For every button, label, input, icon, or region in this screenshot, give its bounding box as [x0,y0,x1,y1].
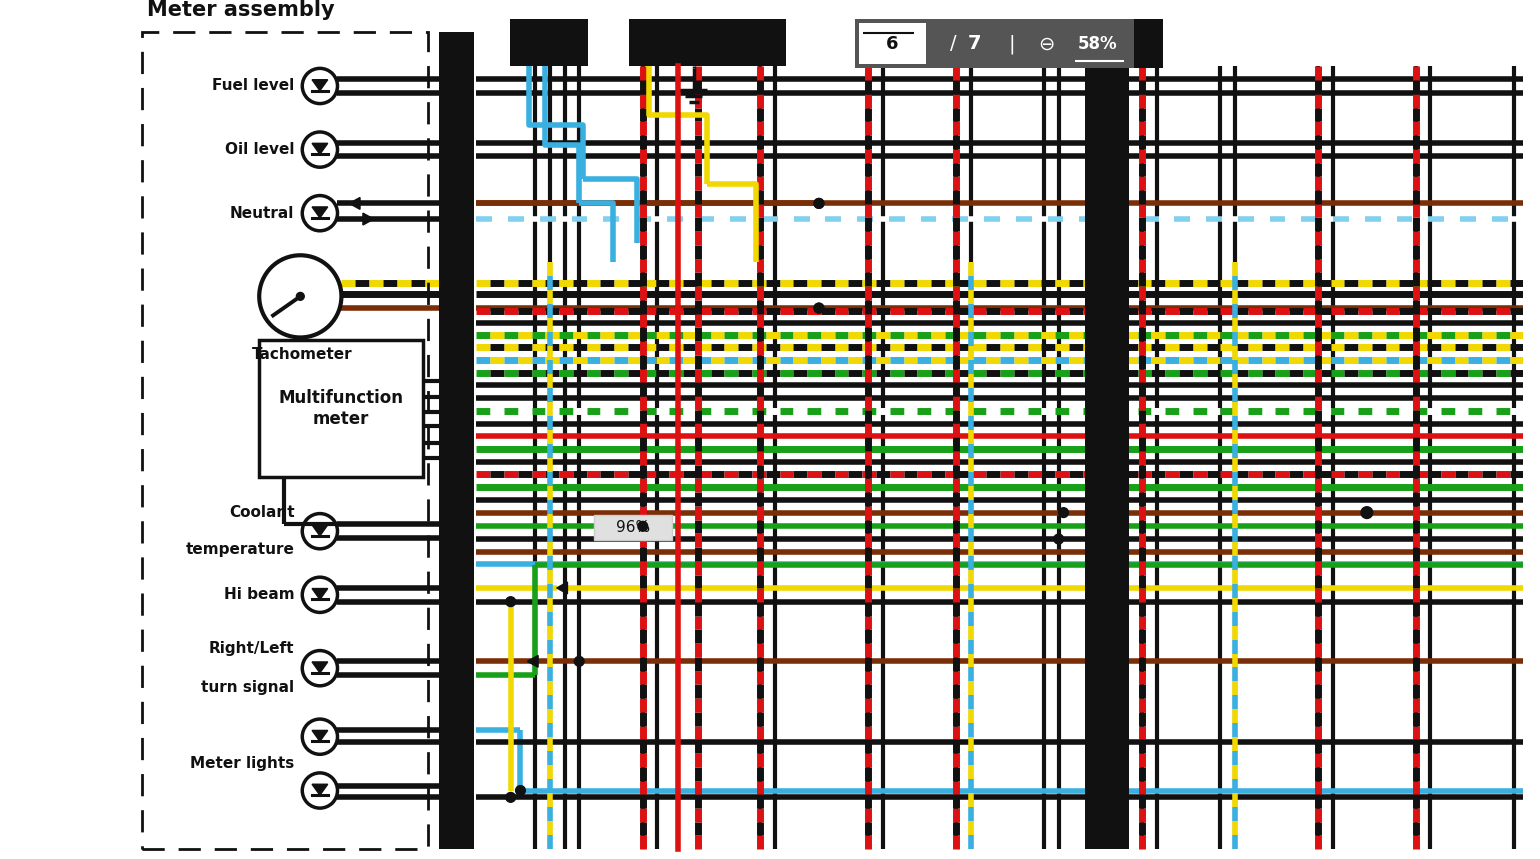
Circle shape [815,198,824,208]
Polygon shape [313,784,328,795]
Polygon shape [350,198,360,210]
Text: Tachometer: Tachometer [251,347,353,362]
Bar [859,23,926,64]
Polygon shape [313,588,328,600]
Circle shape [574,656,584,667]
Circle shape [815,303,824,313]
Bar [510,20,588,66]
Text: |: | [1009,34,1015,53]
Text: 6: 6 [885,35,898,53]
Polygon shape [313,143,328,155]
Circle shape [815,198,824,208]
Circle shape [1053,534,1064,544]
Bar [855,20,1133,69]
Circle shape [638,521,648,531]
Text: temperature: temperature [185,542,294,557]
Text: 58%: 58% [1078,35,1118,53]
Text: Meter lights: Meter lights [191,756,294,771]
Circle shape [1058,508,1069,517]
Text: /: / [950,34,956,53]
Circle shape [505,793,516,802]
Bar [594,515,671,540]
Bar [1086,32,1129,850]
Circle shape [516,786,525,795]
Text: Right/Left: Right/Left [209,642,294,656]
Bar [142,32,428,850]
Text: Meter assembly: Meter assembly [146,0,334,21]
Text: Hi beam: Hi beam [223,588,294,602]
Polygon shape [313,207,328,218]
Text: 7: 7 [967,34,981,53]
Polygon shape [556,582,567,594]
Polygon shape [313,730,328,741]
Bar [630,20,785,66]
Text: Neutral: Neutral [229,205,294,221]
Circle shape [1361,507,1372,519]
Circle shape [296,292,305,301]
Circle shape [815,303,824,313]
Polygon shape [313,80,328,91]
Bar [1133,20,1163,69]
Text: Oil level: Oil level [225,142,294,157]
Text: Multifunction
meter: Multifunction meter [279,389,403,429]
Text: 96%: 96% [616,520,650,535]
Bar [439,32,474,850]
Text: Coolant: Coolant [229,505,294,521]
Polygon shape [363,213,374,225]
Circle shape [505,597,516,606]
Text: Fuel level: Fuel level [213,78,294,94]
Bar [259,340,422,478]
Polygon shape [313,662,328,673]
Text: ⊖: ⊖ [1038,34,1053,53]
Text: turn signal: turn signal [202,680,294,695]
Polygon shape [527,655,537,667]
Polygon shape [313,525,328,536]
